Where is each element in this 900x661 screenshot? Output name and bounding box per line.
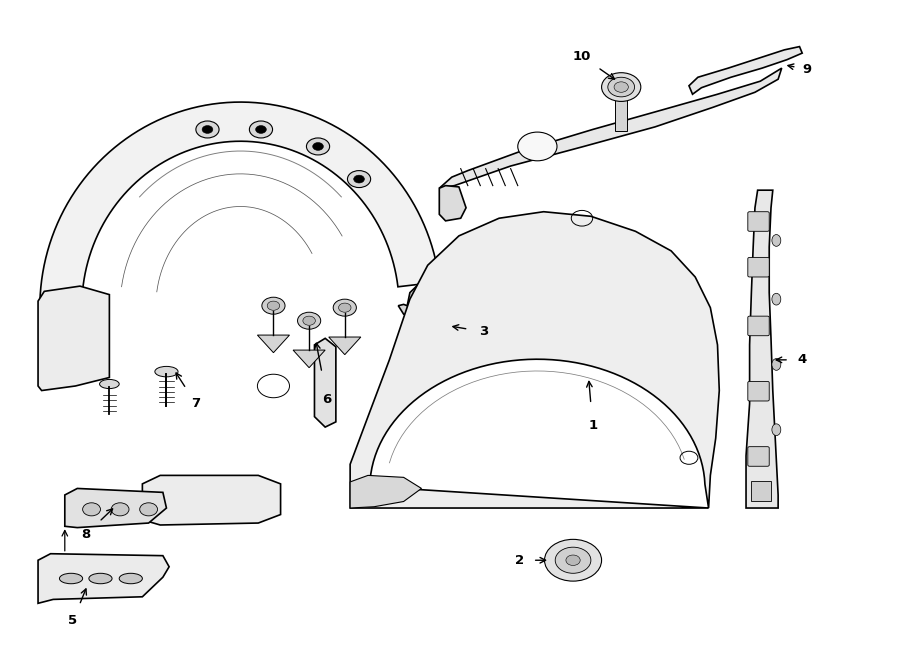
FancyBboxPatch shape bbox=[748, 381, 770, 401]
Circle shape bbox=[112, 503, 129, 516]
Bar bbox=[615, 97, 627, 131]
Circle shape bbox=[83, 503, 101, 516]
Circle shape bbox=[347, 171, 371, 188]
Polygon shape bbox=[40, 102, 439, 346]
Polygon shape bbox=[314, 338, 336, 427]
Circle shape bbox=[306, 138, 329, 155]
Circle shape bbox=[312, 143, 323, 150]
Polygon shape bbox=[350, 212, 719, 508]
Text: 9: 9 bbox=[802, 63, 811, 76]
Text: 2: 2 bbox=[515, 554, 524, 566]
Text: 4: 4 bbox=[797, 354, 806, 366]
Circle shape bbox=[555, 547, 591, 573]
Circle shape bbox=[202, 126, 212, 134]
FancyBboxPatch shape bbox=[748, 212, 770, 231]
Polygon shape bbox=[293, 350, 325, 368]
Ellipse shape bbox=[772, 424, 781, 436]
Circle shape bbox=[140, 503, 158, 516]
Text: 7: 7 bbox=[192, 397, 201, 410]
FancyBboxPatch shape bbox=[748, 257, 770, 277]
Circle shape bbox=[354, 175, 364, 183]
Bar bbox=[752, 481, 771, 502]
Ellipse shape bbox=[89, 573, 112, 584]
FancyBboxPatch shape bbox=[748, 447, 770, 466]
Circle shape bbox=[262, 297, 285, 314]
Circle shape bbox=[249, 121, 273, 138]
Ellipse shape bbox=[100, 379, 119, 389]
Polygon shape bbox=[395, 344, 432, 375]
Text: 5: 5 bbox=[68, 615, 77, 627]
Polygon shape bbox=[38, 286, 110, 391]
Circle shape bbox=[518, 132, 557, 161]
Circle shape bbox=[298, 312, 320, 329]
Circle shape bbox=[544, 539, 601, 581]
Polygon shape bbox=[439, 68, 782, 188]
Ellipse shape bbox=[59, 573, 83, 584]
Circle shape bbox=[566, 555, 580, 565]
Text: 1: 1 bbox=[588, 418, 598, 432]
Polygon shape bbox=[350, 475, 421, 508]
Polygon shape bbox=[328, 337, 361, 355]
Circle shape bbox=[614, 82, 628, 93]
Circle shape bbox=[333, 299, 356, 316]
Circle shape bbox=[303, 316, 315, 325]
Text: 10: 10 bbox=[572, 50, 591, 63]
FancyBboxPatch shape bbox=[748, 316, 770, 336]
Circle shape bbox=[608, 77, 634, 97]
Polygon shape bbox=[257, 335, 290, 353]
Text: 3: 3 bbox=[480, 325, 489, 338]
Circle shape bbox=[256, 126, 266, 134]
Polygon shape bbox=[399, 272, 472, 319]
Circle shape bbox=[601, 73, 641, 101]
Ellipse shape bbox=[772, 293, 781, 305]
Polygon shape bbox=[65, 488, 166, 527]
Polygon shape bbox=[689, 46, 802, 95]
Circle shape bbox=[338, 303, 351, 312]
Ellipse shape bbox=[155, 366, 178, 377]
Circle shape bbox=[267, 301, 280, 310]
Ellipse shape bbox=[772, 235, 781, 247]
Ellipse shape bbox=[119, 573, 142, 584]
Polygon shape bbox=[38, 554, 169, 603]
Text: 6: 6 bbox=[322, 393, 331, 406]
Text: 8: 8 bbox=[82, 527, 91, 541]
Polygon shape bbox=[142, 475, 281, 525]
Polygon shape bbox=[746, 190, 778, 508]
Polygon shape bbox=[439, 186, 466, 221]
Circle shape bbox=[196, 121, 219, 138]
Ellipse shape bbox=[772, 358, 781, 370]
